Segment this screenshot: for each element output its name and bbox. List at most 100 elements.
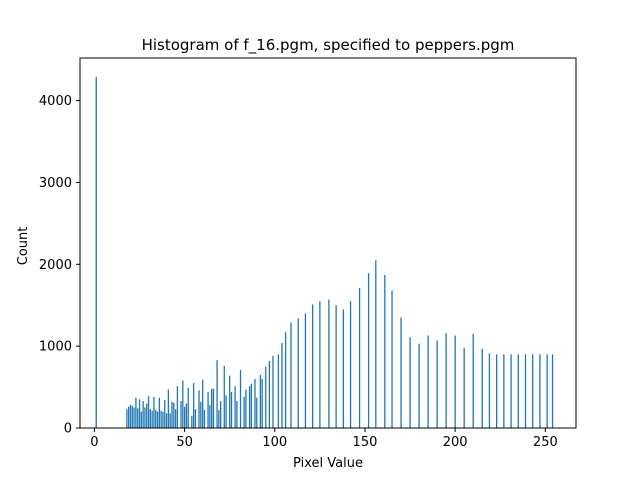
histogram-bar	[312, 304, 314, 428]
histogram-bar	[551, 354, 554, 428]
histogram-bar	[409, 337, 411, 428]
y-tick-label: 1000	[39, 340, 72, 355]
histogram-bar	[375, 260, 377, 428]
axes-group: 0 50 100 150 200 250 0 1000 2000 3000 4000	[39, 57, 577, 450]
histogram-bar	[225, 395, 227, 428]
histogram-bar	[472, 333, 474, 428]
histogram-bar	[319, 301, 321, 428]
histogram-bar	[129, 405, 132, 428]
histogram-bar	[248, 386, 251, 428]
histogram-bar	[211, 388, 213, 428]
histogram-bar	[191, 415, 193, 428]
histogram-bar	[297, 318, 299, 428]
histogram-bar	[503, 354, 505, 428]
y-axis-label: Count	[16, 227, 31, 266]
histogram-bar	[131, 405, 133, 428]
histogram-bar	[539, 354, 541, 428]
histogram-bar	[236, 400, 238, 428]
histogram-bar	[126, 409, 128, 428]
histogram-bar	[149, 409, 151, 428]
histogram-bar	[183, 406, 186, 428]
histogram-bar	[546, 354, 548, 428]
bars-group	[95, 76, 554, 428]
histogram-bar	[185, 403, 188, 428]
histogram-bar	[151, 410, 153, 428]
histogram-bar	[284, 332, 287, 428]
y-tick-label: 4000	[39, 94, 72, 109]
histogram-bar	[156, 411, 159, 428]
histogram-bar	[158, 397, 161, 428]
histogram-bar	[281, 342, 283, 428]
histogram-bar	[436, 340, 438, 428]
histogram-bar	[202, 379, 204, 428]
histogram-bar	[259, 374, 262, 428]
histogram-bar	[135, 397, 137, 428]
x-tick-label: 150	[353, 435, 378, 450]
x-tick-label: 50	[176, 435, 193, 450]
histogram-bar	[207, 391, 209, 428]
histogram-bar	[218, 409, 220, 428]
histogram-bar	[524, 354, 527, 428]
histogram-bar	[147, 396, 150, 428]
histogram-bar	[216, 360, 218, 428]
histogram-bar	[488, 353, 491, 428]
histogram-bar	[454, 335, 456, 428]
histogram-bar	[133, 407, 135, 428]
histogram-bar	[277, 354, 280, 428]
histogram-bar	[445, 333, 447, 428]
histogram-bar	[144, 407, 146, 428]
histogram-bar	[495, 354, 498, 428]
histogram-bar	[220, 400, 222, 428]
histogram-bar	[239, 369, 242, 428]
histogram-bar	[342, 309, 344, 428]
histogram-bar	[517, 354, 519, 428]
x-tick-label: 100	[262, 435, 287, 450]
histogram-bar	[367, 273, 370, 428]
histogram-bar	[265, 366, 267, 428]
histogram-bar	[254, 378, 256, 428]
histogram-bar	[427, 335, 429, 428]
histogram-bar	[146, 403, 148, 428]
histogram-bar	[169, 413, 171, 428]
histogram-bar	[138, 399, 141, 428]
y-tick-label: 3000	[39, 176, 72, 191]
histogram-bar	[95, 76, 97, 428]
histogram-bar	[194, 409, 197, 428]
histogram-bar	[187, 387, 189, 428]
histogram-bar	[328, 299, 330, 428]
y-tick-label: 2000	[39, 258, 72, 273]
histogram-bar	[223, 365, 225, 428]
histogram-bar	[358, 288, 361, 428]
histogram-bar	[229, 375, 231, 428]
histogram-bar	[384, 274, 386, 428]
histogram-bar	[153, 396, 155, 428]
histogram-bar	[391, 290, 393, 428]
histogram-bar	[209, 405, 211, 428]
histogram-bar	[532, 354, 534, 428]
histogram-bar	[243, 396, 245, 428]
histogram-bar	[164, 400, 166, 428]
histogram-bar	[180, 400, 182, 428]
histogram-bar	[203, 409, 206, 428]
histogram-bar	[198, 390, 200, 428]
histogram-bar	[167, 389, 170, 428]
histogram-bar	[250, 383, 252, 428]
histogram-bar	[245, 389, 247, 428]
histogram-bar	[140, 411, 142, 428]
histogram-bar	[290, 322, 292, 428]
histogram-bar	[162, 411, 164, 428]
histogram-bar	[137, 408, 139, 428]
histogram-bar	[200, 401, 202, 428]
histogram-bar	[176, 386, 179, 428]
histogram-bar	[128, 406, 130, 428]
histogram-bar	[182, 380, 184, 428]
x-tick-label: 200	[443, 435, 468, 450]
histogram-bar	[174, 409, 177, 428]
histogram-bar	[173, 402, 175, 428]
histogram-bar	[400, 317, 402, 428]
chart-title: Histogram of f_16.pgm, specified to pepp…	[142, 36, 515, 55]
histogram-bar	[192, 382, 195, 428]
histogram-bar	[155, 409, 157, 428]
x-tick-label: 0	[90, 435, 98, 450]
